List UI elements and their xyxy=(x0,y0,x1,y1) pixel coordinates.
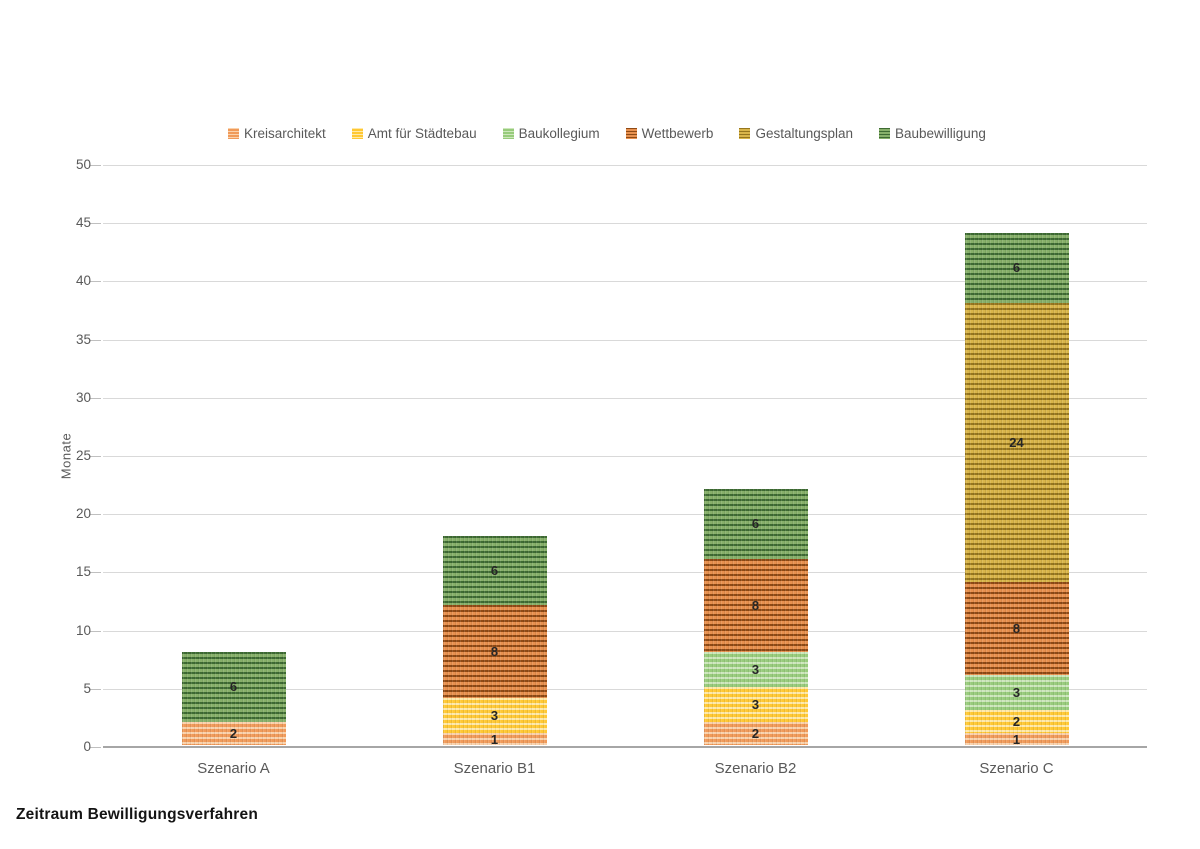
segment-value-label: 6 xyxy=(229,679,238,695)
plot-area: 2 6 1 3 8 6 2 3 3 8 6 1 2 3 8 24 6 xyxy=(90,165,1147,748)
legend-item-amt-f-r-st-dtebau: Amt für Städtebau xyxy=(351,126,477,141)
legend-item-kreisarchitekt: Kreisarchitekt xyxy=(228,126,326,141)
bar-segment-kreisarchitekt: 2 xyxy=(703,721,808,745)
legend-label: Wettbewerb xyxy=(641,126,714,141)
segment-value-label: 1 xyxy=(1012,731,1021,747)
y-tick-label-30: 30 xyxy=(75,389,91,405)
y-tick-mark-50 xyxy=(90,165,101,166)
y-tick-mark-25 xyxy=(90,456,101,457)
legend-swatch-icon xyxy=(625,128,637,139)
legend-label: Baukollegium xyxy=(518,126,600,141)
bar-segment-baukollegium: 3 xyxy=(964,675,1069,711)
bar-segment-kreisarchitekt: 1 xyxy=(964,731,1069,747)
y-tick-label-50: 50 xyxy=(75,157,91,172)
y-tick-mark-0 xyxy=(90,747,101,748)
legend-item-baukollegium: Baukollegium xyxy=(502,126,600,141)
y-tick-label-0: 0 xyxy=(83,739,91,754)
segment-value-label: 3 xyxy=(751,661,760,677)
y-tick-label-25: 25 xyxy=(75,448,91,463)
gridline-20 xyxy=(103,514,1147,516)
legend-item-gestaltungsplan: Gestaltungsplan xyxy=(739,126,853,141)
gridline-45 xyxy=(103,223,1147,225)
segment-value-label: 6 xyxy=(751,516,760,532)
gridline-50 xyxy=(103,165,1147,166)
bar-segment-kreisarchitekt: 2 xyxy=(181,721,286,745)
bar-segment-amt-f-r-st-dtebau: 2 xyxy=(964,710,1069,734)
y-tick-mark-20 xyxy=(90,514,101,516)
chart-caption: Zeitraum Bewilligungsverfahren xyxy=(16,806,258,823)
bar-segment-wettbewerb: 8 xyxy=(964,582,1069,676)
y-tick-mark-10 xyxy=(90,630,101,632)
segment-value-label: 8 xyxy=(751,597,760,613)
y-tick-mark-40 xyxy=(90,281,101,283)
segment-value-label: 3 xyxy=(490,708,499,724)
legend-swatch-icon xyxy=(502,128,514,139)
segment-value-label: 2 xyxy=(229,725,238,741)
gridline-35 xyxy=(103,339,1147,341)
legend-label: Gestaltungsplan xyxy=(755,126,854,141)
y-tick-label-10: 10 xyxy=(75,622,91,638)
x-axis-label-2: Szenario B1 xyxy=(453,760,536,777)
bar-segment-wettbewerb: 8 xyxy=(703,558,808,652)
legend-swatch-icon xyxy=(739,128,751,139)
gridline-0 xyxy=(103,746,1147,748)
bar-segment-kreisarchitekt: 1 xyxy=(442,731,547,747)
bar-segment-baubewilligung: 6 xyxy=(442,535,547,606)
legend-label: Amt für Städtebau xyxy=(367,126,477,141)
y-tick-mark-15 xyxy=(90,572,101,574)
y-tick-label-20: 20 xyxy=(75,506,91,522)
segment-value-label: 3 xyxy=(751,696,760,712)
bar-segment-gestaltungsplan: 24 xyxy=(964,302,1069,583)
segment-value-label: 6 xyxy=(1012,260,1021,276)
y-tick-mark-35 xyxy=(90,339,101,341)
legend-swatch-icon xyxy=(351,128,363,139)
y-tick-label-35: 35 xyxy=(75,331,91,347)
bar-segment-wettbewerb: 8 xyxy=(442,605,547,699)
y-tick-label-15: 15 xyxy=(75,564,91,580)
y-tick-label-45: 45 xyxy=(75,215,91,231)
legend-item-wettbewerb: Wettbewerb xyxy=(625,126,714,141)
bar-segment-baubewilligung: 6 xyxy=(964,232,1069,303)
legend-label: Kreisarchitekt xyxy=(244,126,326,141)
x-axis-label-3: Szenario B2 xyxy=(714,760,797,777)
chart-legend: Kreisarchitekt Amt für Städtebau Baukolleg… xyxy=(228,126,986,141)
x-axis-label-4: Szenario C xyxy=(979,760,1054,777)
bar-segment-baubewilligung: 6 xyxy=(181,651,286,722)
y-tick-label-40: 40 xyxy=(75,273,91,289)
segment-value-label: 8 xyxy=(490,644,499,660)
y-tick-mark-45 xyxy=(90,223,101,225)
legend-label: Baubewilligung xyxy=(895,126,986,141)
segment-value-label: 1 xyxy=(490,731,499,747)
segment-value-label: 24 xyxy=(1009,434,1024,450)
gridline-10 xyxy=(103,630,1147,632)
legend-swatch-icon xyxy=(228,128,239,139)
gridline-30 xyxy=(103,397,1147,399)
gridline-5 xyxy=(103,688,1147,690)
segment-value-label: 3 xyxy=(1012,685,1021,701)
segment-value-label: 8 xyxy=(1012,621,1021,637)
bar-segment-baubewilligung: 6 xyxy=(703,488,808,559)
legend-swatch-icon xyxy=(879,128,891,139)
y-tick-mark-5 xyxy=(90,688,101,690)
x-axis-label-1: Szenario A xyxy=(197,760,270,777)
gridline-25 xyxy=(103,456,1147,457)
bar-segment-amt-f-r-st-dtebau: 3 xyxy=(442,698,547,734)
gridline-15 xyxy=(103,572,1147,574)
segment-value-label: 2 xyxy=(751,725,760,741)
segment-value-label: 2 xyxy=(1012,714,1021,730)
bar-segment-baukollegium: 3 xyxy=(703,651,808,687)
gridline-40 xyxy=(103,281,1147,283)
y-tick-label-5: 5 xyxy=(83,680,91,696)
segment-value-label: 6 xyxy=(490,562,499,578)
legend-item-baubewilligung: Baubewilligung xyxy=(879,126,986,141)
y-tick-mark-30 xyxy=(90,397,101,399)
bar-segment-amt-f-r-st-dtebau: 3 xyxy=(703,686,808,722)
